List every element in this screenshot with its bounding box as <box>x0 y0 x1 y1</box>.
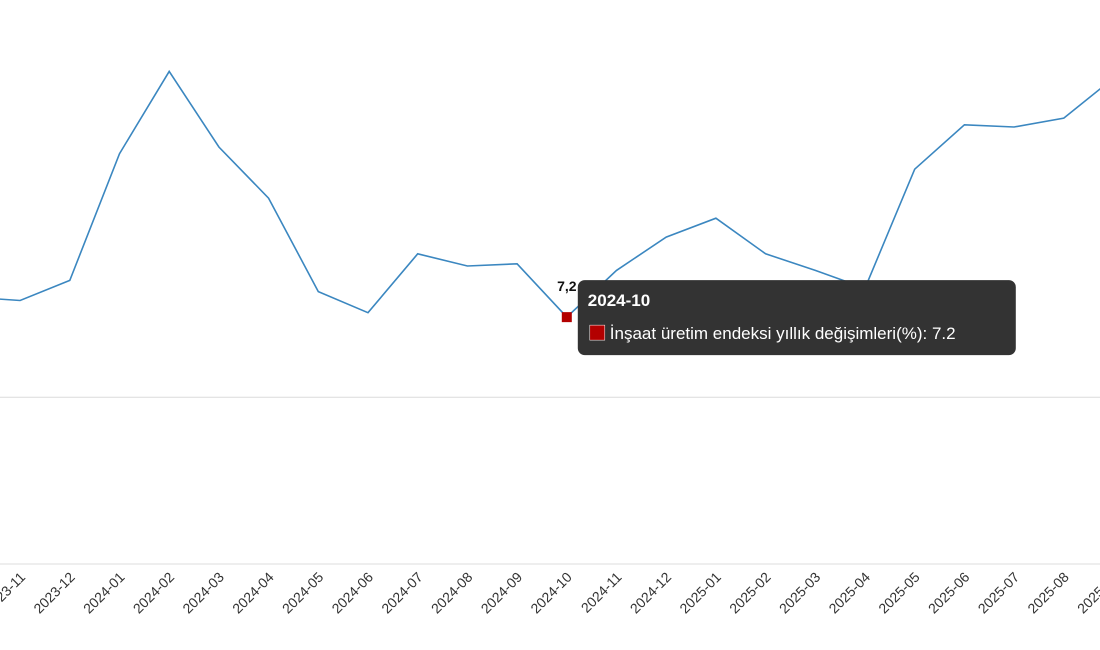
series-line <box>0 69 1100 319</box>
x-tick-label: 2025-01 <box>676 569 724 617</box>
x-tick-label: 2025-09 <box>1074 569 1100 617</box>
x-tick-label: 2025-04 <box>825 569 873 617</box>
tooltip: 2024-10 İnşaat üretim endeksi yıllık deği… <box>577 280 1016 356</box>
tooltip-swatch <box>589 324 606 341</box>
x-tick-label: 2023-12 <box>30 569 78 617</box>
data-label: 7,2 <box>557 278 577 294</box>
x-tick-label: 2024-01 <box>80 569 128 617</box>
x-tick-label: 2023-11 <box>0 569 28 616</box>
x-tick-label: 2025-07 <box>975 569 1023 617</box>
x-tick-label: 2024-06 <box>328 569 376 617</box>
x-tick-label: 2024-03 <box>179 569 227 617</box>
x-tick-label: 2024-10 <box>527 569 575 617</box>
x-tick-label: 2025-08 <box>1024 569 1072 617</box>
x-tick-label: 2025-02 <box>726 569 774 617</box>
x-tick-label: 2024-04 <box>229 569 277 617</box>
tooltip-title: 2024-10 <box>588 291 650 310</box>
x-tick-label: 2024-05 <box>279 569 327 617</box>
tooltip-text: İnşaat üretim endeksi yıllık değişimleri… <box>610 324 956 343</box>
x-tick-label: 2024-09 <box>478 569 526 617</box>
x-tick-label: 2024-07 <box>378 569 426 617</box>
hover-marker <box>561 312 572 323</box>
x-tick-label: 2024-12 <box>627 569 675 617</box>
x-tick-label: 2025-03 <box>776 569 824 617</box>
x-tick-label: 2024-11 <box>578 569 625 616</box>
x-tick-label: 2025-06 <box>925 569 973 617</box>
x-tick-label: 2025-05 <box>875 569 923 617</box>
x-tick-label: 2024-08 <box>428 569 476 617</box>
tooltip-box <box>577 280 1016 356</box>
x-tick-label: 2024-02 <box>130 569 178 617</box>
